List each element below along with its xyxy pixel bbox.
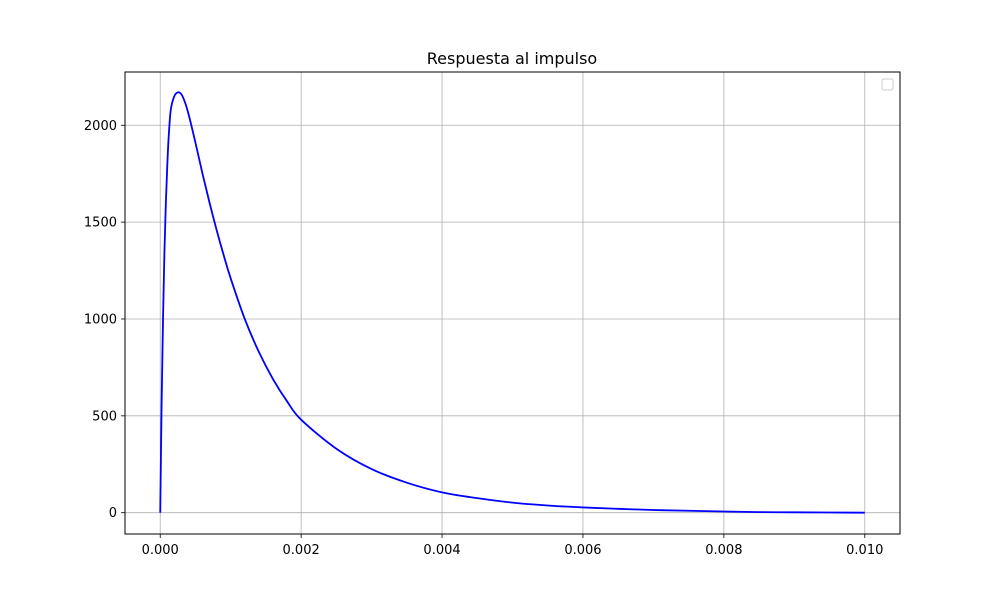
x-tick-label: 0.000 xyxy=(142,543,179,558)
y-tick-label: 2000 xyxy=(84,119,117,134)
y-tick-label: 1000 xyxy=(84,312,117,327)
series-layer xyxy=(159,91,865,514)
x-tick-label: 0.010 xyxy=(846,543,883,558)
series-line xyxy=(159,91,865,514)
x-tick-label: 0.006 xyxy=(564,543,601,558)
chart-title: Respuesta al impulso xyxy=(427,49,597,68)
plot-area-frame xyxy=(124,71,901,535)
x-tick-label: 0.004 xyxy=(423,543,460,558)
legend-box xyxy=(881,78,894,91)
x-tick-label: 0.002 xyxy=(283,543,320,558)
y-tick-label: 500 xyxy=(92,409,117,424)
grid-lines xyxy=(125,72,900,534)
y-tick-label: 1500 xyxy=(84,216,117,231)
y-tick-label: 0 xyxy=(109,506,117,521)
x-tick-label: 0.008 xyxy=(705,543,742,558)
x-axis: 0.000 0.002 0.004 0.006 0.008 0.010 xyxy=(142,534,883,558)
y-axis: 0 500 1000 1500 2000 xyxy=(84,119,125,521)
